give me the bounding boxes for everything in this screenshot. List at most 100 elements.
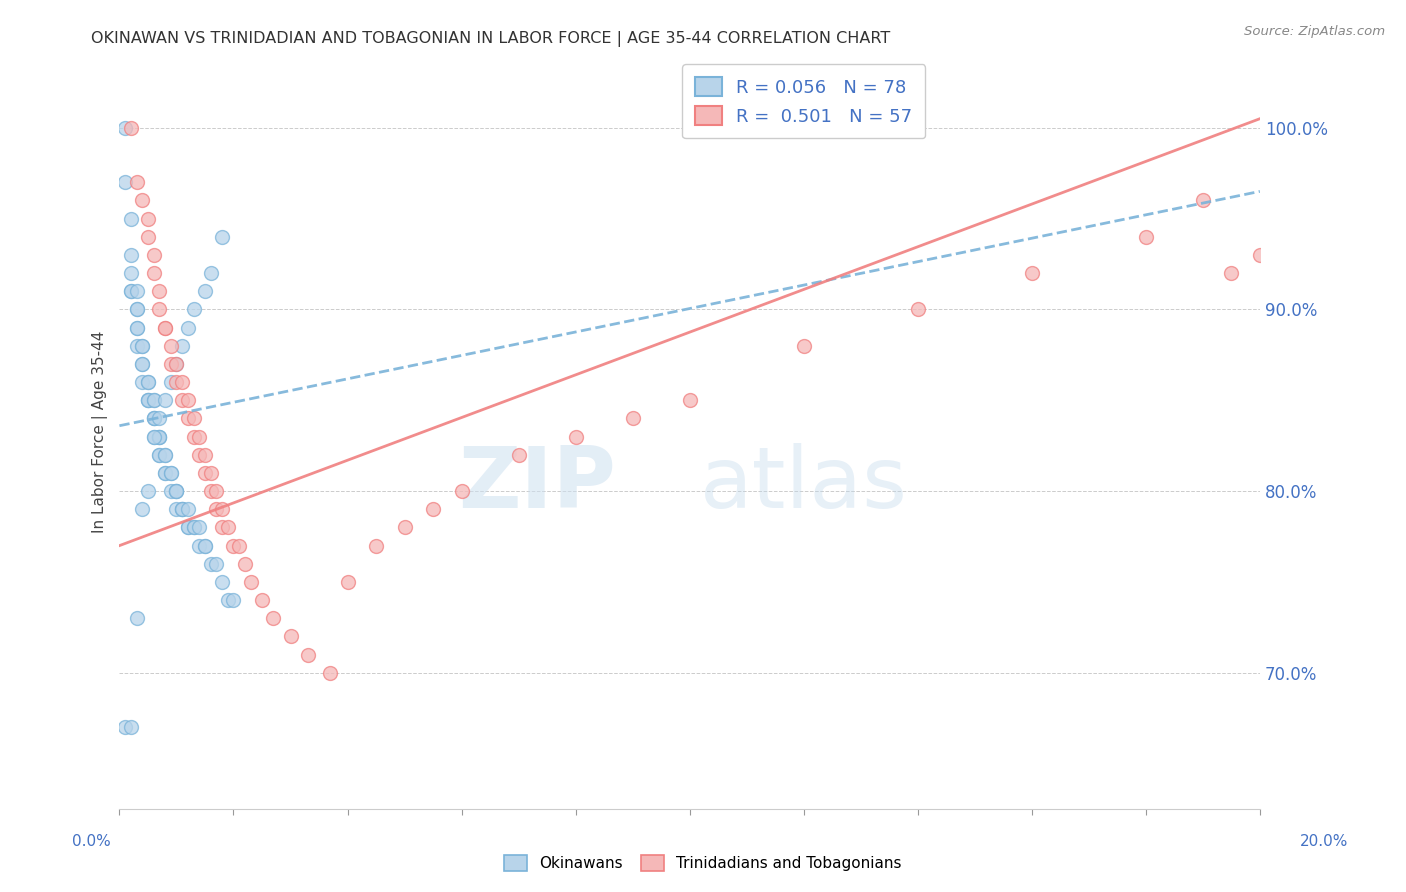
Point (422, 502, 444, 516)
Point (188, 448, 211, 462)
Point (142, 411, 165, 425)
Point (136, 393, 159, 408)
Point (148, 429, 170, 443)
Point (153, 448, 176, 462)
Point (114, 120, 136, 135)
Point (183, 302, 205, 317)
Point (907, 302, 929, 317)
Point (194, 448, 217, 462)
Point (177, 411, 200, 425)
Point (166, 484, 188, 499)
Point (159, 339, 181, 353)
Point (194, 539, 217, 553)
Text: ZIP: ZIP (458, 443, 616, 526)
Point (159, 466, 181, 480)
Point (450, 484, 472, 499)
Point (172, 375, 194, 389)
Point (793, 339, 815, 353)
Point (217, 593, 239, 607)
Legend: R = 0.056   N = 78, R =  0.501   N = 57: R = 0.056 N = 78, R = 0.501 N = 57 (682, 64, 925, 138)
Point (148, 302, 170, 317)
Point (217, 520, 239, 534)
Point (153, 466, 176, 480)
Point (136, 229, 159, 244)
Point (166, 502, 188, 516)
Point (166, 484, 188, 499)
Point (194, 285, 217, 299)
Point (280, 629, 302, 643)
Point (120, 285, 142, 299)
Point (166, 375, 188, 389)
Point (148, 285, 170, 299)
Point (142, 393, 165, 408)
Point (120, 248, 142, 262)
Text: atlas: atlas (700, 443, 908, 526)
Text: Source: ZipAtlas.com: Source: ZipAtlas.com (1244, 25, 1385, 38)
Point (205, 502, 228, 516)
Point (159, 375, 181, 389)
Point (188, 520, 211, 534)
Point (319, 665, 342, 680)
Point (125, 339, 148, 353)
Point (153, 466, 176, 480)
Point (194, 466, 217, 480)
Point (250, 593, 273, 607)
Point (211, 574, 233, 589)
Point (183, 411, 205, 425)
Point (200, 466, 222, 480)
Point (508, 448, 530, 462)
Point (166, 357, 188, 371)
Point (120, 266, 142, 280)
Point (131, 194, 153, 208)
Y-axis label: In Labor Force | Age 35-44: In Labor Force | Age 35-44 (93, 331, 108, 533)
Point (177, 393, 200, 408)
Point (679, 393, 702, 408)
Point (153, 320, 176, 334)
Point (1220, 266, 1243, 280)
Point (142, 266, 165, 280)
Point (142, 411, 165, 425)
Point (136, 211, 159, 226)
Point (297, 648, 319, 662)
Point (172, 502, 194, 516)
Point (177, 320, 200, 334)
Point (172, 502, 194, 516)
Point (188, 539, 211, 553)
Point (142, 411, 165, 425)
Point (159, 484, 181, 499)
Point (153, 448, 176, 462)
Point (222, 593, 245, 607)
Point (153, 393, 176, 408)
Point (194, 539, 217, 553)
Point (228, 539, 250, 553)
Text: 0.0%: 0.0% (72, 834, 111, 848)
Point (364, 539, 387, 553)
Point (177, 502, 200, 516)
Point (1249, 248, 1271, 262)
Point (177, 520, 200, 534)
Point (394, 520, 416, 534)
Point (172, 339, 194, 353)
Point (211, 229, 233, 244)
Point (131, 339, 153, 353)
Point (564, 429, 586, 443)
Point (183, 429, 205, 443)
Point (131, 339, 153, 353)
Point (172, 502, 194, 516)
Point (159, 466, 181, 480)
Point (142, 429, 165, 443)
Point (131, 502, 153, 516)
Point (621, 411, 644, 425)
Point (125, 302, 148, 317)
Point (125, 285, 148, 299)
Point (142, 429, 165, 443)
Point (205, 484, 228, 499)
Point (136, 484, 159, 499)
Legend: Okinawans, Trinidadians and Tobagonians: Okinawans, Trinidadians and Tobagonians (498, 849, 908, 877)
Point (120, 285, 142, 299)
Point (1021, 266, 1043, 280)
Point (114, 175, 136, 189)
Point (1135, 229, 1157, 244)
Point (200, 484, 222, 499)
Point (1192, 194, 1215, 208)
